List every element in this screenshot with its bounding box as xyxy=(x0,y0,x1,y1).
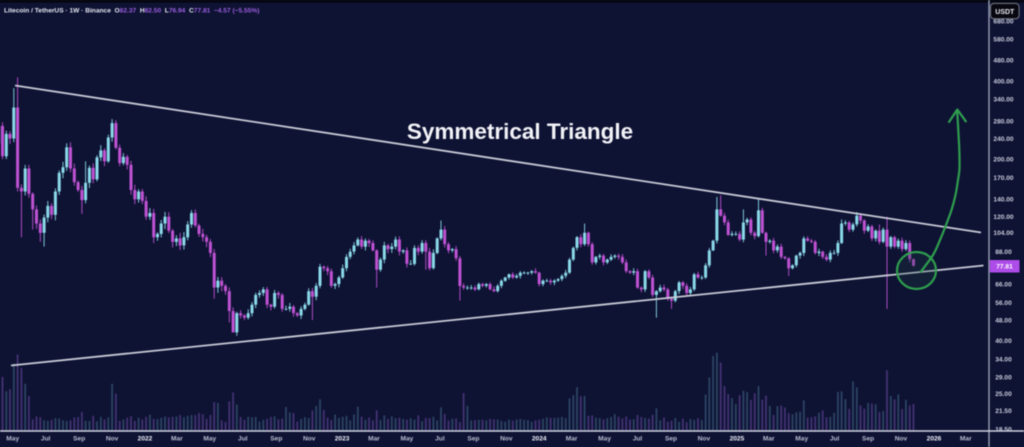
svg-text:Symmetrical Triangle: Symmetrical Triangle xyxy=(407,119,633,144)
svg-text:USDT: USDT xyxy=(995,9,1015,16)
svg-text:2022: 2022 xyxy=(138,436,153,443)
svg-text:88.00: 88.00 xyxy=(995,249,1012,256)
svg-text:Nov: Nov xyxy=(303,436,316,443)
svg-text:Nov: Nov xyxy=(500,436,513,443)
svg-text:56.00: 56.00 xyxy=(995,300,1012,307)
svg-text:Sep: Sep xyxy=(862,436,874,443)
svg-text:Mar: Mar xyxy=(763,436,775,443)
svg-text:Mar: Mar xyxy=(960,436,972,443)
svg-text:40.00: 40.00 xyxy=(995,338,1012,345)
svg-text:21.50: 21.50 xyxy=(995,408,1012,415)
svg-text:Mar: Mar xyxy=(368,436,380,443)
svg-text:280.00: 280.00 xyxy=(993,119,1014,126)
svg-text:2024: 2024 xyxy=(532,436,547,443)
svg-text:Sep: Sep xyxy=(73,436,85,443)
svg-text:2025: 2025 xyxy=(730,436,745,443)
svg-text:104.00: 104.00 xyxy=(993,230,1014,237)
svg-text:170.00: 170.00 xyxy=(993,175,1014,182)
svg-text:May: May xyxy=(6,436,19,443)
svg-text:340.00: 340.00 xyxy=(993,97,1014,104)
svg-text:120.00: 120.00 xyxy=(993,214,1014,221)
svg-text:680.00: 680.00 xyxy=(993,18,1014,25)
svg-text:580.00: 580.00 xyxy=(993,36,1014,43)
svg-text:Mar: Mar xyxy=(171,436,183,443)
svg-text:Mar: Mar xyxy=(566,436,578,443)
svg-text:Nov: Nov xyxy=(106,436,119,443)
svg-text:Sep: Sep xyxy=(665,436,677,443)
svg-text:25.00: 25.00 xyxy=(995,391,1012,398)
svg-text:May: May xyxy=(795,436,808,443)
svg-text:66.00: 66.00 xyxy=(995,282,1012,289)
svg-text:Litecoin / TetherUS · 1W · Bin: Litecoin / TetherUS · 1W · Binance O82.3… xyxy=(4,8,259,15)
svg-text:Nov: Nov xyxy=(698,436,711,443)
svg-text:May: May xyxy=(400,436,413,443)
svg-text:48.00: 48.00 xyxy=(995,317,1012,324)
svg-text:Jul: Jul xyxy=(830,436,840,443)
svg-text:2023: 2023 xyxy=(335,436,350,443)
svg-text:18.50: 18.50 xyxy=(995,427,1012,434)
svg-text:Jul: Jul xyxy=(238,436,248,443)
svg-text:Nov: Nov xyxy=(895,436,908,443)
svg-text:200.00: 200.00 xyxy=(993,156,1014,163)
svg-text:Jul: Jul xyxy=(435,436,445,443)
svg-text:Jul: Jul xyxy=(41,436,51,443)
svg-text:29.00: 29.00 xyxy=(995,374,1012,381)
svg-text:240.00: 240.00 xyxy=(993,136,1014,143)
svg-text:Sep: Sep xyxy=(270,436,282,443)
svg-text:May: May xyxy=(203,436,216,443)
svg-text:77.81: 77.81 xyxy=(996,264,1013,271)
svg-text:Jul: Jul xyxy=(633,436,643,443)
svg-text:May: May xyxy=(598,436,611,443)
svg-text:480.00: 480.00 xyxy=(993,58,1014,65)
svg-text:Sep: Sep xyxy=(467,436,479,443)
svg-text:400.00: 400.00 xyxy=(993,78,1014,85)
svg-text:34.00: 34.00 xyxy=(995,356,1012,363)
svg-text:2026: 2026 xyxy=(927,436,942,443)
svg-text:140.00: 140.00 xyxy=(993,197,1014,204)
